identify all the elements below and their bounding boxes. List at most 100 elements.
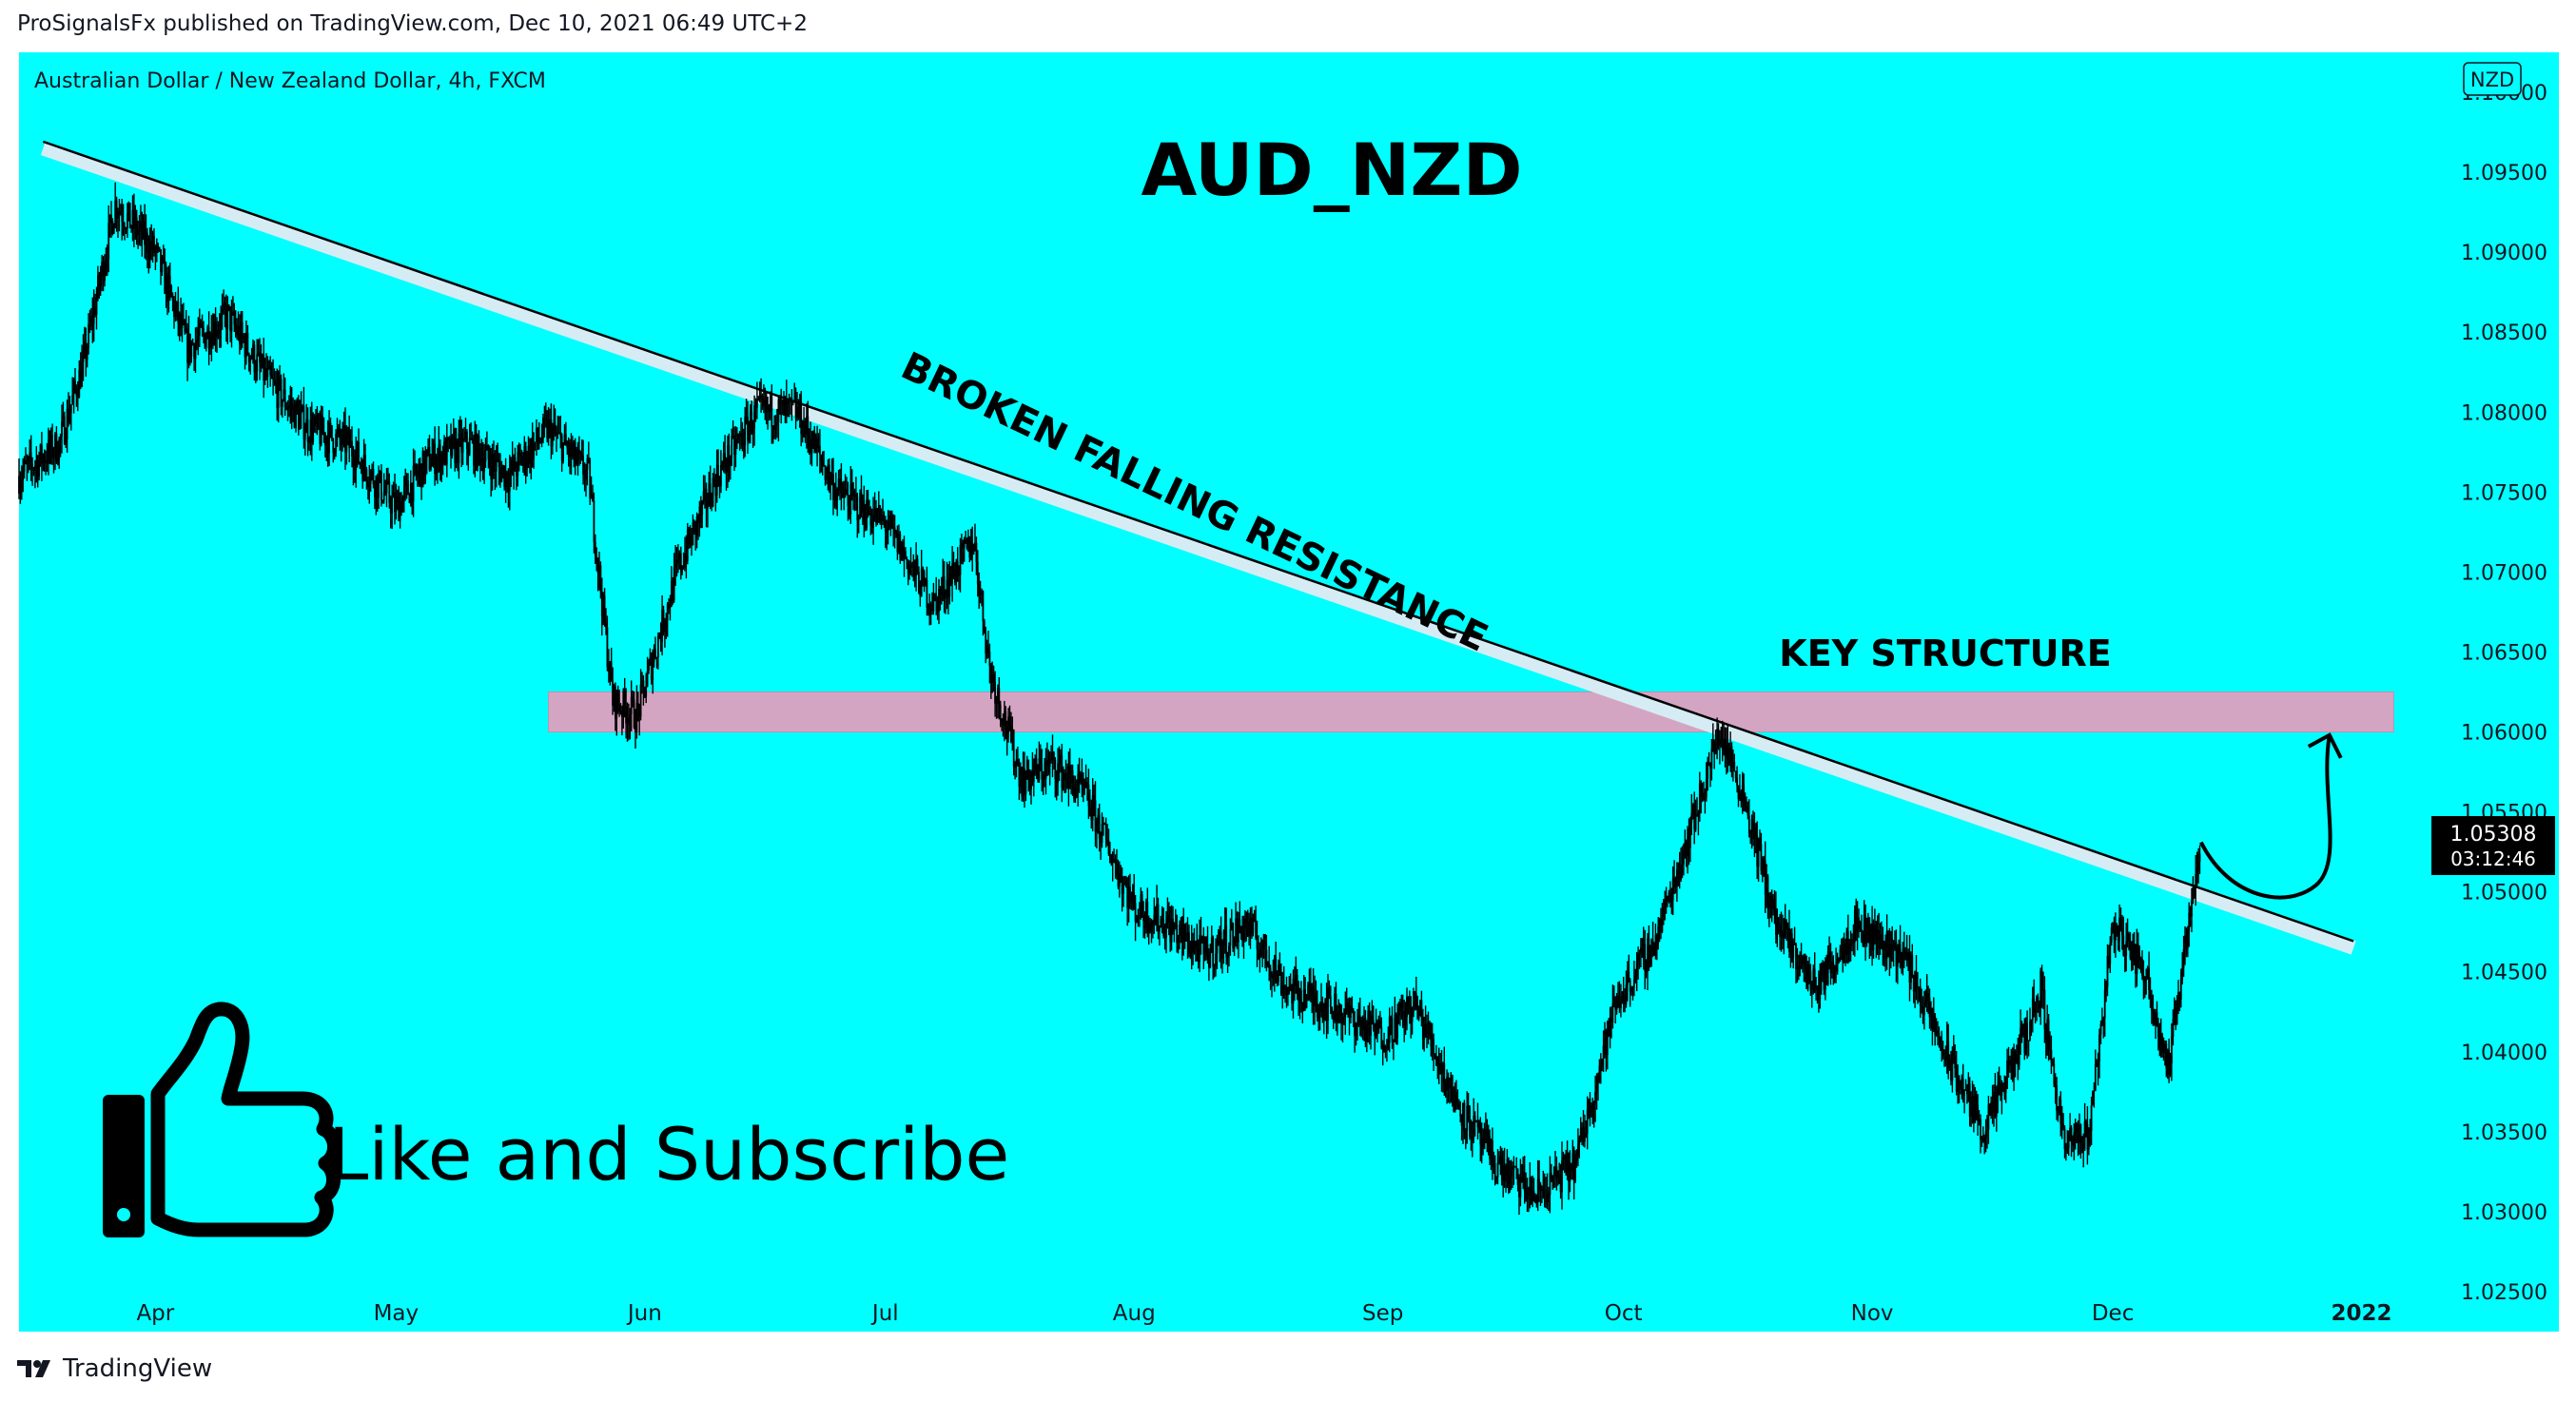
candle-body [117,216,119,219]
candle-body [1316,1004,1318,1018]
candle-body [1902,948,1904,964]
candle-body [484,450,487,462]
candle-body [1431,1039,1434,1047]
candle-body [2023,1035,2026,1053]
trendline-band[interactable] [40,141,2356,955]
candle-body [808,435,810,440]
candle-body [391,497,394,514]
candle-body [1500,1156,1503,1181]
candle-body [1337,1012,1340,1022]
candle-body [653,649,655,663]
candle-body [596,557,599,574]
candle-body [1160,918,1162,927]
candle-body [417,474,419,477]
candle-body [1493,1163,1496,1180]
candle-body [401,497,404,513]
candle-body [1435,1056,1437,1066]
candle-body [1410,1004,1413,1022]
candle-body [1566,1152,1569,1172]
candle-body [1843,943,1845,963]
footer-brand[interactable]: TradingView [17,1354,212,1383]
candle-body [1761,870,1764,876]
like-subscribe-cta[interactable]: Like and Subscribe [103,1002,1009,1237]
candle-body [1957,1076,1959,1092]
candle-body [1406,996,1408,1018]
candle-body [1239,925,1242,930]
candle-body [243,336,244,340]
candle-body [520,456,523,466]
candle-body [559,432,562,436]
candle-body [1225,925,1228,958]
candle-body [1960,1088,1961,1090]
candle-body [483,461,485,473]
candle-body [1025,777,1027,795]
candle-body [187,334,190,363]
candle-body [2039,970,2042,1010]
candle-body [1081,772,1083,786]
candle-body [1657,925,1660,944]
candle-body [827,464,829,476]
candle-body [962,542,965,549]
candle-body [1705,778,1708,798]
candle-body [346,430,349,437]
candle-body [1408,1004,1411,1009]
candle-body [1181,923,1183,943]
candle-body [2195,869,2198,874]
candle-body [1315,994,1317,1005]
candle-body [1126,887,1129,908]
candle-body [2141,958,2143,976]
candle-body [890,518,893,528]
candle-body [1856,917,1859,932]
candle-body [479,447,481,466]
candle-body [691,535,693,546]
candle-body [657,635,659,658]
x-tick-label: Jun [626,1301,662,1326]
candle-body [2020,1024,2023,1028]
candle-body [1242,928,1245,941]
candle-body [1004,711,1005,726]
candle-body [1222,941,1225,945]
y-tick-label: 1.03000 [2461,1201,2547,1225]
candle-body [1997,1084,2000,1098]
candle-body [646,671,649,687]
candle-body [1518,1184,1520,1198]
candle-body [1551,1175,1554,1182]
candle-body [1661,918,1664,932]
candle-body [1364,1017,1367,1042]
candle-body [902,542,904,558]
candle-body [1449,1086,1451,1089]
candle-body [32,470,35,471]
candle-body [2022,1024,2024,1036]
candle-body [2188,912,2191,931]
candle-body [1078,773,1081,782]
candle-body [86,347,88,360]
candle-body [260,362,263,367]
candle-body [1602,1045,1605,1060]
candle-body [471,438,474,440]
candle-body [245,332,247,358]
candle-body [1899,944,1902,968]
candle-body [425,449,428,458]
candle-body [205,338,207,348]
candle-body [1380,1026,1383,1049]
candle-body [69,404,72,414]
candle-body [178,313,181,323]
candle-body [1577,1144,1579,1156]
candle-body [1252,919,1255,934]
candle-body [513,457,515,472]
candle-body [1221,941,1223,960]
currency-badge[interactable]: NZD [2463,62,2522,96]
candle-body [388,481,391,503]
candle-body [912,561,915,565]
candle-body [1203,938,1206,954]
key-structure-zone[interactable] [548,691,2394,733]
candle-body [1852,943,1855,944]
candle-body [310,419,313,442]
candle-body [1952,1050,1955,1056]
candle-body [65,439,68,444]
candle-body [632,696,634,700]
candle-body [948,574,951,597]
candle-body [415,464,418,475]
candle-body [650,656,653,680]
